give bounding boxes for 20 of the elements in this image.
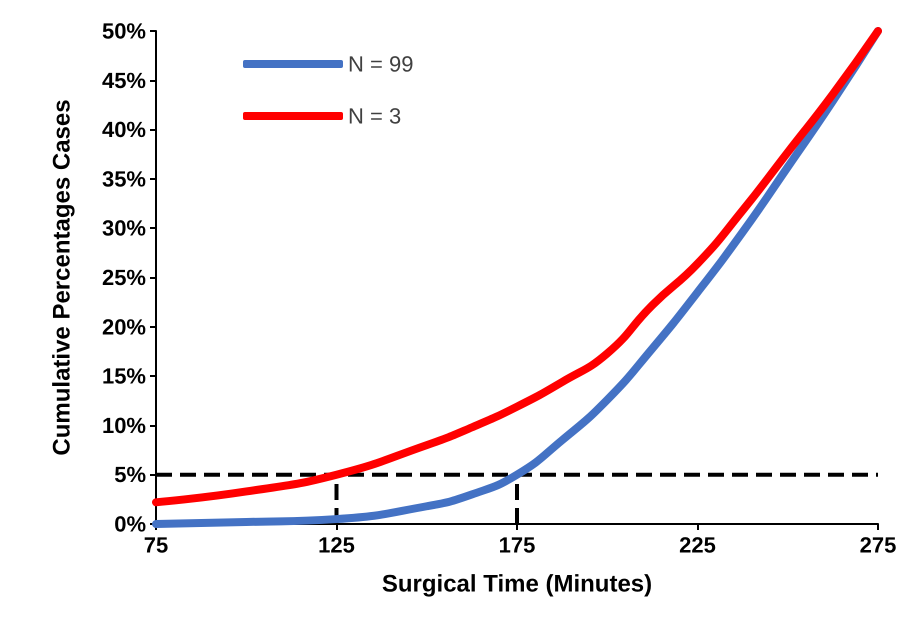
- y-tick-label: 25%: [102, 265, 146, 290]
- y-tick-label: 0%: [114, 512, 146, 536]
- x-tick-label: 225: [679, 532, 716, 558]
- y-tick-label: 10%: [102, 412, 146, 438]
- y-axis-title: Cumulative Percentages Cases: [48, 99, 76, 456]
- y-tick-label: 5%: [114, 462, 146, 488]
- y-tick-label: 50%: [102, 18, 146, 44]
- x-tick-label: 175: [498, 532, 536, 558]
- x-tick-label: 125: [318, 532, 355, 558]
- x-tick-label: 275: [860, 532, 896, 558]
- y-tick-label: 35%: [102, 166, 146, 192]
- y-tick-label: 40%: [102, 117, 146, 142]
- legend-label: N = 99: [348, 52, 414, 76]
- y-tick-label: 30%: [102, 216, 146, 241]
- y-tick-label: 20%: [102, 314, 146, 340]
- x-axis-title: Surgical Time (Minutes): [382, 570, 652, 598]
- x-tick-label: 75: [144, 532, 168, 558]
- legend-label: N = 3: [348, 104, 402, 128]
- y-tick-label: 15%: [102, 364, 146, 389]
- y-tick-label: 45%: [102, 68, 146, 93]
